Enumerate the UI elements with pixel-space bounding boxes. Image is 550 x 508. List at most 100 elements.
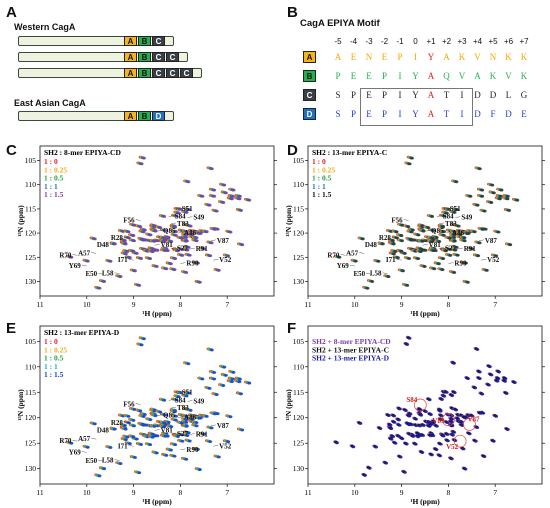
spectrum-legend-entry: 1 : 0.25	[312, 165, 335, 174]
nmr-peak	[460, 420, 464, 424]
nmr-peak	[391, 242, 396, 246]
motif-residue: A	[427, 71, 435, 81]
y-tick-label: 105	[293, 156, 305, 165]
motif-residue: I	[460, 90, 464, 100]
spectrum-legend-entry: 1 : 1.5	[44, 190, 64, 199]
residue-label: R90	[186, 446, 199, 454]
nmr-peak	[212, 412, 217, 416]
nmr-peak	[123, 242, 128, 246]
nmr-peak	[454, 408, 459, 412]
nmr-peak	[388, 423, 393, 427]
nmr-peak	[394, 230, 399, 234]
nmr-peak	[358, 422, 363, 425]
nmr-peak	[467, 432, 472, 436]
residue-leader	[72, 254, 78, 256]
nmr-peak	[240, 428, 245, 432]
nmr-peak	[418, 408, 423, 411]
residue-label: S49	[193, 214, 204, 222]
nmr-peak	[512, 381, 517, 385]
x-tick-label: 10	[351, 488, 359, 497]
highlighted-residue-label: V89	[432, 417, 445, 425]
y-tick-label: 125	[25, 253, 37, 262]
nmr-peak	[421, 229, 426, 233]
residue-leader	[446, 231, 452, 234]
nmr-peak	[496, 377, 501, 380]
y-tick-label: 110	[25, 362, 36, 371]
nmr-peak	[505, 428, 510, 431]
nmr-peak	[408, 237, 413, 241]
nmr-peak	[162, 215, 167, 218]
nmr-peak	[420, 451, 425, 454]
nmr-peak	[131, 418, 136, 422]
nmr-peak	[461, 447, 466, 451]
nmr-peak	[226, 254, 231, 258]
residue-leader	[175, 207, 181, 210]
nmr-peak	[448, 254, 453, 257]
nmr-peak	[430, 240, 434, 244]
epiya-segment-a: A	[124, 36, 137, 46]
nmr-peak	[200, 194, 205, 198]
nmr-peak	[212, 227, 217, 231]
nmr-peak	[209, 348, 214, 352]
motif-residue: A	[443, 52, 450, 62]
nmr-peak	[439, 414, 444, 418]
nmr-peak	[397, 435, 401, 438]
residue-leader	[178, 416, 184, 418]
nmr-peak	[128, 256, 132, 260]
nmr-peak	[184, 239, 189, 243]
motif-residue: V	[474, 52, 481, 62]
residue-leader	[403, 219, 409, 221]
nmr-peak	[132, 424, 136, 428]
nmr-peak	[477, 241, 482, 245]
nmr-peak	[437, 262, 441, 266]
residue-leader	[98, 273, 104, 275]
residue-label: V81	[161, 241, 174, 249]
nmr-peak	[131, 249, 136, 253]
y-axis-label: ¹⁵N (ppm)	[284, 205, 293, 237]
nmr-peak	[466, 280, 470, 284]
nmr-peak	[452, 391, 457, 395]
nmr-peak	[405, 343, 410, 346]
residue-label: I71	[386, 256, 396, 264]
residue-label: S51	[450, 205, 461, 213]
nmr-peak	[391, 435, 396, 439]
highlighted-residue-label: V87	[467, 415, 480, 423]
residue-label: V87	[485, 237, 498, 245]
plot-frame	[307, 145, 543, 297]
nmr-peak	[85, 259, 90, 263]
nmr-peak	[337, 255, 342, 259]
nmr-peak	[445, 433, 450, 436]
nmr-peak	[174, 398, 179, 402]
nmr-peak	[140, 422, 145, 426]
nmr-peak	[128, 442, 132, 446]
nmr-peak	[194, 421, 199, 425]
residue-leader	[340, 254, 346, 256]
nmr-peak	[108, 259, 113, 263]
nmr-peak	[475, 203, 480, 207]
motif-residue: D	[505, 109, 512, 119]
nmr-peak	[212, 194, 217, 198]
residue-leader	[171, 222, 177, 225]
nmr-peak	[441, 233, 446, 237]
spectrum-legend-entry: SH2 + 13-mer EPIYA-D	[312, 354, 390, 363]
nmr-peak	[468, 194, 473, 198]
x-axis-label: ¹H (ppm)	[410, 497, 440, 506]
nmr-peak	[112, 242, 117, 246]
nmr-peak	[480, 392, 485, 396]
nmr-peak	[392, 252, 396, 256]
nmr-peak	[247, 381, 252, 385]
residue-leader	[377, 243, 383, 246]
spectrum-c: 11 10 9 8 7 105 110 115 120 125 130 ¹H (ppm) ¹⁵N (pp…	[16, 145, 277, 318]
residue-leader	[135, 219, 141, 221]
nmr-peak	[452, 361, 456, 365]
motif-badge-b: B	[303, 70, 316, 82]
nmr-peak	[454, 246, 459, 249]
nmr-peak	[440, 268, 445, 272]
spectrum-f: 11 10 9 8 7 105 110 115 120 125 130 ¹H (ppm) ¹⁵N (pp…	[284, 325, 545, 506]
nmr-peak	[489, 373, 494, 377]
nmr-peak	[431, 229, 436, 232]
residue-label: S51	[182, 388, 193, 396]
nmr-peak	[438, 408, 443, 412]
residue-label: Q85	[431, 227, 444, 235]
motif-residue: Y	[412, 90, 419, 100]
